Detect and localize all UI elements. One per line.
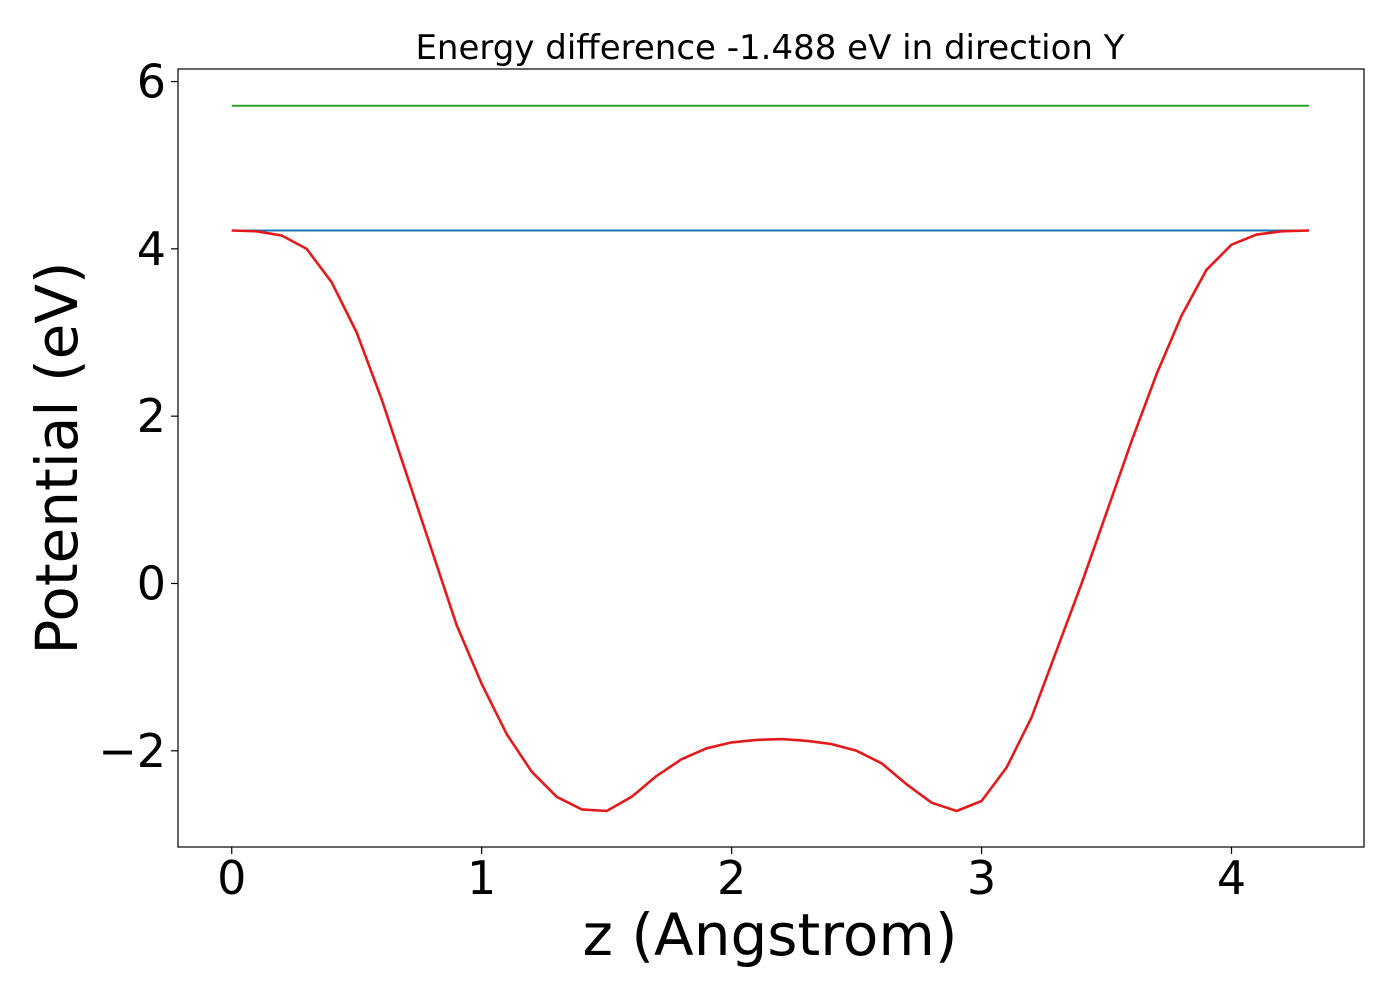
y-axis-label: Potential (eV) [23,261,91,654]
y-tick-label: 6 [137,55,166,109]
series-layer [231,104,1310,813]
x-tick-label: 2 [717,851,746,905]
y-tick-label: 2 [137,389,166,443]
y-axis-ticks: −2 0 2 4 6 [98,55,178,778]
y-tick-label: 0 [137,556,166,610]
y-tick-label: −2 [98,724,166,778]
x-tick-label: 4 [1217,851,1246,905]
x-tick-label: 1 [467,851,496,905]
x-axis-label: z (Angstrom) [583,901,958,969]
x-tick-label: 0 [217,851,246,905]
y-tick-label: 4 [137,222,166,276]
x-tick-label: 3 [967,851,996,905]
series-line-2 [231,229,1310,813]
plot-frame [177,68,1365,848]
chart-title: Energy difference -1.488 eV in direction… [415,28,1124,68]
x-axis-ticks: 0 1 2 3 4 [217,847,1246,905]
